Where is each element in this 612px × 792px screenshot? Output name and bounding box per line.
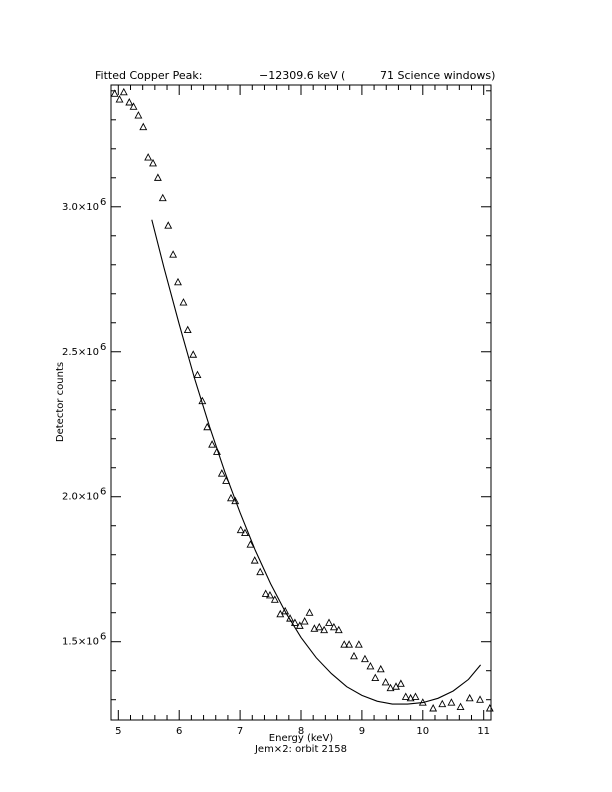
data-point [320,625,329,634]
data-point [164,221,173,229]
x-axis-label: Energy (keV) [269,733,334,744]
data-point [134,111,143,119]
data-point [250,556,259,564]
y-tick-label: 3.0×10 6 [62,197,106,213]
data-point [203,422,212,431]
data-point [354,640,363,648]
data-point [139,122,148,131]
x-tick-label: 10 [416,726,429,737]
data-point [265,590,274,599]
data-point [213,447,221,455]
data-point [295,621,304,629]
y-tick-label-mantissa: 1.5×10 [62,637,99,648]
data-point [179,298,188,306]
data-point [396,679,405,687]
data-point [465,693,474,702]
y-tick-label-exponent: 6 [100,197,106,208]
data-point [115,95,124,103]
y-tick-label-exponent: 6 [100,487,106,498]
data-point [241,528,249,537]
data-point [401,692,410,700]
x-tick-label: 6 [176,726,182,737]
data-point [411,692,420,700]
data-point [183,325,192,334]
y-tick-label-exponent: 6 [100,632,106,643]
x-tick-label: 7 [237,726,243,737]
data-point [153,173,162,181]
data-point [125,98,134,106]
data-point [325,618,333,626]
data-point [119,87,128,96]
y-tick-label-mantissa: 2.0×10 [62,492,99,503]
data-point [217,469,226,477]
x-tick-label: 5 [115,726,121,737]
data-point [256,567,265,576]
data-point [340,640,349,648]
data-point [158,193,167,202]
data-point [485,704,494,712]
data-point [144,153,153,161]
data-point [447,698,456,706]
data-point [189,350,198,358]
data-point [222,476,231,484]
y-tick-label: 2.0×10 6 [62,487,106,503]
data-point [227,493,235,502]
chart-subtitle: Jem×2: orbit 2158 [254,744,347,755]
data-point [110,89,119,97]
points-layer [110,87,494,712]
data-point [208,440,217,448]
axes-layer: 5 6 7 8 9 10 111.5×10 62.0×10 62.5×10 63.0×10 6 [62,85,491,737]
y-tick-label-mantissa: 3.0×10 [62,202,99,213]
data-point [334,625,343,634]
x-tick-label: 9 [359,726,365,737]
y-tick-label-exponent: 6 [100,342,106,353]
data-point [366,662,375,670]
data-point [261,589,270,597]
data-point [129,102,138,110]
y-axis-label: Detector counts [55,362,66,442]
data-point [315,622,324,631]
data-point [386,683,395,692]
y-tick-label-mantissa: 2.5×10 [62,347,99,358]
data-point [246,540,255,548]
data-point [429,704,438,712]
y-tick-label: 2.5×10 6 [62,342,106,358]
data-point [456,702,465,711]
chart-title-value: −12309.6 keV ( [259,69,345,82]
data-point [270,595,279,603]
data-point [360,654,369,663]
data-point [438,699,447,708]
data-point [286,614,294,622]
data-point [381,677,390,686]
data-point [305,608,314,616]
data-point [198,396,207,405]
y-tick-label: 1.5×10 6 [62,632,106,648]
data-point [310,624,319,632]
data-point [193,370,202,379]
fit-curve [151,219,482,705]
data-point [406,693,415,702]
data-point [376,664,385,673]
data-point [418,698,427,706]
data-point [476,695,484,703]
fit-layer [151,219,482,705]
data-point [371,673,380,682]
data-point [281,606,290,615]
x-tick-label: 11 [477,726,490,737]
x-tick-label: 8 [298,726,304,737]
data-point [329,622,338,631]
chart-title-suffix: 71 Science windows) [380,69,495,82]
data-point [149,158,157,167]
data-point [174,277,182,286]
data-point [169,250,178,258]
data-point [231,496,240,505]
data-point [236,525,245,534]
data-point [345,640,354,648]
data-point [300,617,309,625]
data-point [290,618,299,626]
chart-title-prefix: Fitted Copper Peak: [95,69,202,82]
data-point [350,651,358,660]
